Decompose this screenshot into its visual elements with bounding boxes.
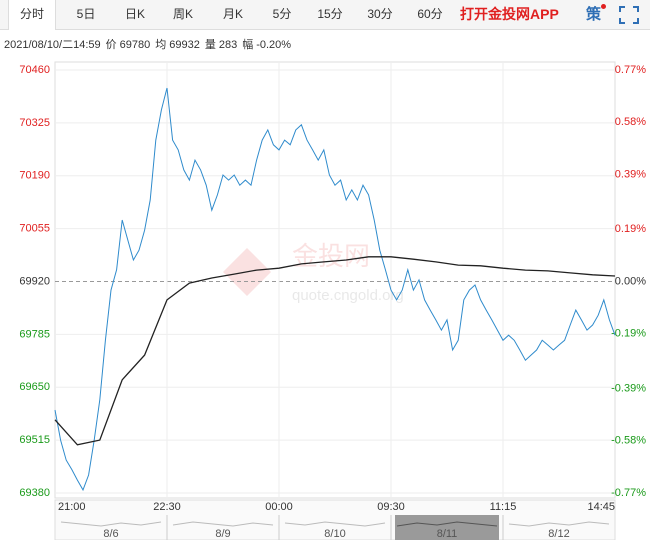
info-value: 283	[218, 39, 238, 51]
y2-tick-label: -0.77%	[611, 487, 646, 499]
y-tick-label: 69650	[19, 381, 50, 393]
x-tick-label: 14:45	[587, 501, 615, 513]
tab[interactable]: 周K	[172, 7, 193, 21]
strategy-button[interactable]: 策	[586, 6, 602, 23]
y2-tick-label: 0.39%	[615, 168, 646, 180]
x-tick-label: 21:00	[58, 501, 86, 513]
info-value: 69780	[119, 39, 151, 51]
y-tick-label: 70325	[19, 117, 50, 129]
y-tick-label: 69920	[19, 275, 50, 287]
navigator-sparkline	[508, 521, 610, 527]
x-tick-label: 09:30	[377, 501, 405, 513]
y-tick-label: 70190	[19, 170, 50, 182]
navigator[interactable]	[54, 499, 616, 540]
y-tick-label: 70055	[19, 223, 50, 235]
navigator-sparkline	[60, 521, 162, 527]
app-link[interactable]: 打开金投网APP	[460, 6, 559, 22]
tab[interactable]: 分时	[8, 0, 56, 30]
navigator-label: 8/6	[103, 528, 118, 540]
tab[interactable]: 月K	[222, 7, 243, 21]
navigator-label: 8/11	[437, 528, 458, 540]
watermark: 金投网 quote.cngold.org	[222, 241, 404, 304]
tab-bar: 打开金投网APP 策 分时 5日 日K 周K 月K 5分 15分 30分 60分	[0, 0, 650, 30]
navigator-label: 8/10	[324, 528, 345, 540]
fullscreen-icon[interactable]	[0, 0, 650, 30]
tab[interactable]: 30分	[367, 7, 393, 21]
y-tick-label: 69785	[19, 328, 50, 340]
y2-tick-label: 0.58%	[615, 116, 646, 128]
y2-tick-label: 0.77%	[615, 64, 646, 76]
x-tick-label: 22:30	[153, 501, 181, 513]
tab[interactable]: 日K	[124, 7, 145, 21]
info-value: -0.20%	[256, 39, 292, 51]
info-label: 价	[105, 39, 117, 51]
average-line	[54, 256, 616, 446]
tab[interactable]: 5分	[272, 7, 292, 21]
notice-dot	[601, 4, 606, 9]
y2-tick-label: -0.19%	[611, 328, 646, 340]
tab[interactable]: 15分	[317, 7, 343, 21]
watermark-url: quote.cngold.org	[292, 287, 404, 304]
navigator-label: 8/12	[548, 528, 569, 540]
navigator-label: 8/9	[215, 528, 230, 540]
tab[interactable]: 60分	[417, 7, 443, 21]
watermark-brand: 金投网	[292, 241, 370, 271]
info-value: 69932	[169, 39, 200, 51]
info-line: 2021/08/10/二14:59 价 69780 均 69932 量 283 幅 -0.20%	[4, 36, 296, 52]
y2-tick-label: -0.58%	[611, 435, 646, 447]
plot-frame	[54, 61, 616, 499]
navigator-sparkline	[172, 521, 274, 527]
datetime: 2021/08/10/二14:59	[4, 39, 101, 51]
y-tick-label: 69380	[19, 487, 50, 499]
x-tick-label: 00:00	[265, 501, 293, 513]
x-tick-label: 11:15	[490, 501, 517, 513]
price-line	[54, 87, 616, 492]
y2-tick-label: 0.19%	[615, 223, 646, 235]
y-tick-label: 70460	[19, 64, 50, 76]
tab[interactable]: 5日	[76, 7, 96, 21]
navigator-sparkline	[284, 521, 386, 527]
info-label: 幅	[242, 39, 254, 51]
navigator-selection	[395, 515, 499, 540]
info-label: 量	[204, 39, 216, 51]
navigator-sparkline	[396, 521, 498, 527]
y2-tick-label: -0.39%	[611, 383, 646, 395]
y-tick-label: 69515	[19, 434, 50, 446]
info-label: 均	[155, 39, 167, 51]
y2-tick-label: 0.00%	[615, 275, 646, 287]
